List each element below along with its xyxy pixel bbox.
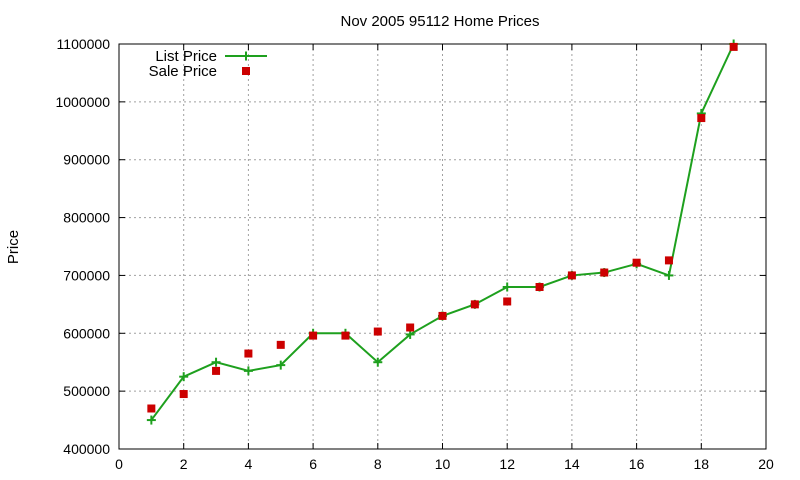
sale-price-point [697,114,706,123]
sale-price-point [535,283,544,291]
sale-price-point [664,256,673,265]
list-price-point [276,360,286,370]
list-price-point [243,366,253,376]
sale-price-point [470,300,479,309]
list-price-point [211,357,221,367]
list-price-point [373,357,383,367]
legend-marker-list-price [241,51,251,61]
y-tick-label: 600000 [63,325,110,341]
x-tick-label: 8 [374,456,382,472]
chart-title: Nov 2005 95112 Home Prices [341,13,540,30]
x-tick-label: 0 [115,456,123,472]
axis-ticks: 0 2 4 6 8 10 12 14 16 18 20 400000 500000 600000 70000… [55,36,774,472]
sale-price-point [600,268,609,277]
x-tick-label: 4 [245,456,253,472]
grid [119,44,766,449]
sale-price-point [179,390,188,399]
list-price-point [664,270,674,280]
legend-square-icon [242,67,250,75]
sale-price-point [729,42,738,51]
x-tick-label: 12 [499,456,515,472]
y-tick-label: 1000000 [55,94,110,110]
y-tick-label: 1100000 [57,36,111,52]
x-tick-label: 6 [309,456,317,472]
sale-price-point [406,323,415,332]
sale-price-point [147,404,156,413]
x-tick-label: 18 [694,456,710,472]
sale-price-point [438,311,447,320]
y-tick-label: 800000 [63,210,110,226]
x-tick-label: 10 [435,456,451,472]
sale-price-point [212,366,221,375]
sale-price-point [373,327,382,336]
x-tick-label: 20 [758,456,774,472]
y-tick-label: 400000 [63,441,110,457]
sale-price-point [632,258,641,267]
x-tick-label: 14 [564,456,580,472]
legend: List Price Sale Price [149,48,267,80]
sale-price-point [276,340,285,349]
y-tick-label: 500000 [63,383,110,399]
legend-label-sale-price: Sale Price [149,63,217,80]
legend-plus-icon [241,51,251,61]
y-tick-label: 700000 [63,267,110,283]
x-tick-label: 16 [629,456,645,472]
sale-price-point [567,271,576,280]
y-axis-label: Price [5,230,22,264]
y-tick-label: 900000 [63,152,110,168]
list-price-point [502,282,512,292]
x-tick-label: 2 [180,456,188,472]
legend-marker-sale-price [242,67,250,75]
sale-price-point [503,297,512,306]
sale-price-point [244,349,253,358]
sale-price-point [341,331,350,340]
list-price-point [179,372,189,382]
series-layer [146,39,739,425]
sale-price-point [309,331,318,340]
list-price-point [146,415,156,425]
legend-label-list-price: List Price [155,48,217,65]
